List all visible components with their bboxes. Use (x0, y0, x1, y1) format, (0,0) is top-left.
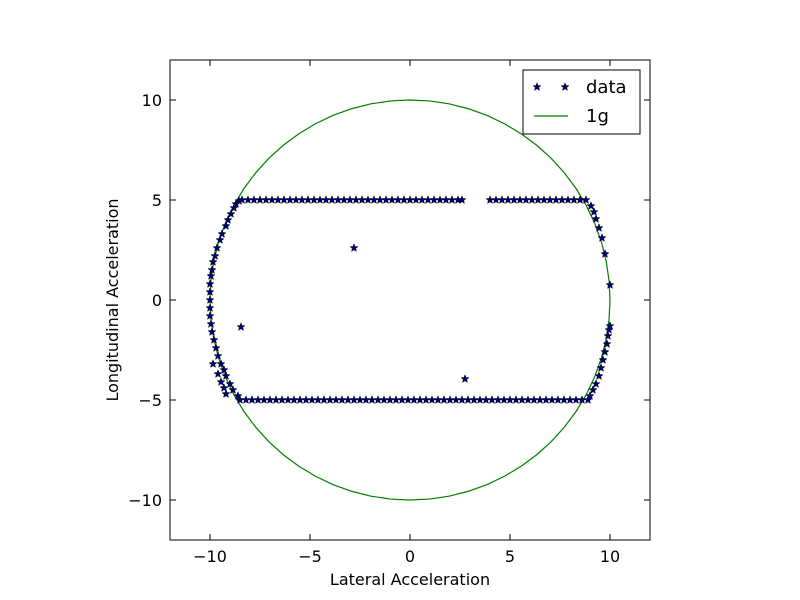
data-point (605, 321, 615, 330)
legend-label-data: data (586, 77, 627, 98)
data-point (597, 233, 607, 242)
y-axis-label: Longitudinal Acceleration (103, 198, 122, 401)
data-point (207, 265, 217, 274)
data-point (591, 379, 601, 388)
data-point (206, 271, 216, 280)
data-point (591, 214, 601, 223)
data-point (581, 195, 591, 204)
plot-area (205, 99, 615, 501)
data-point (226, 209, 236, 218)
legend-marker-data (532, 82, 542, 91)
data-point (585, 391, 595, 400)
data-point (221, 221, 231, 230)
data-point (208, 257, 218, 266)
data-point (228, 385, 238, 394)
data-point (349, 243, 359, 252)
data-point (603, 331, 613, 340)
data-point (217, 229, 227, 238)
y-tick-label: −5 (138, 391, 162, 410)
data-point (211, 343, 221, 352)
data-point (223, 215, 233, 224)
data-point (205, 303, 215, 312)
legend-box (522, 69, 641, 135)
y-tick-label: 5 (152, 191, 162, 210)
data-point (221, 371, 231, 380)
data-point (221, 389, 231, 398)
data-point (213, 369, 223, 378)
data-point (212, 243, 222, 252)
data-point (213, 351, 223, 360)
data-point (594, 371, 604, 380)
data-point (216, 377, 226, 386)
data-point (205, 287, 215, 296)
data-point (208, 359, 218, 368)
legend: data 1g (522, 69, 641, 135)
y-tick-label: −10 (128, 491, 162, 510)
data-point (605, 280, 615, 289)
data-point (209, 335, 219, 344)
data-point (594, 223, 604, 232)
x-tick-label: −5 (298, 547, 322, 566)
legend-marker-data (560, 82, 570, 91)
data-point (205, 295, 215, 304)
data-point (219, 383, 229, 392)
x-axis-label: Lateral Acceleration (330, 570, 490, 589)
data-point (225, 379, 235, 388)
data-point (600, 347, 610, 356)
data-point (588, 385, 598, 394)
data-point (205, 311, 215, 320)
data-point (233, 391, 243, 400)
data-point (460, 374, 470, 383)
x-tick-label: 0 (405, 547, 415, 566)
data-point (586, 201, 596, 210)
legend-label-1g: 1g (586, 106, 609, 127)
x-tick-label: −10 (193, 547, 227, 566)
x-tick-label: 10 (600, 547, 620, 566)
data-point (596, 363, 606, 372)
data-point (236, 322, 246, 331)
data-point (205, 279, 215, 288)
data-point (600, 249, 610, 258)
data-point (602, 339, 612, 348)
axes: −10 −5 0 5 10 −10 −5 0 5 10 (128, 59, 651, 566)
data-point (215, 235, 225, 244)
data-point (589, 207, 599, 216)
data-point (207, 327, 217, 336)
data-point (210, 251, 220, 260)
x-tick-label: 5 (505, 547, 515, 566)
y-tick-label: 0 (152, 291, 162, 310)
data-point (219, 365, 229, 374)
data-point (598, 355, 608, 364)
data-point (216, 359, 226, 368)
y-tick-label: 10 (142, 91, 162, 110)
plot-contents (205, 99, 615, 501)
data-point (457, 195, 467, 204)
data-point (206, 319, 216, 328)
